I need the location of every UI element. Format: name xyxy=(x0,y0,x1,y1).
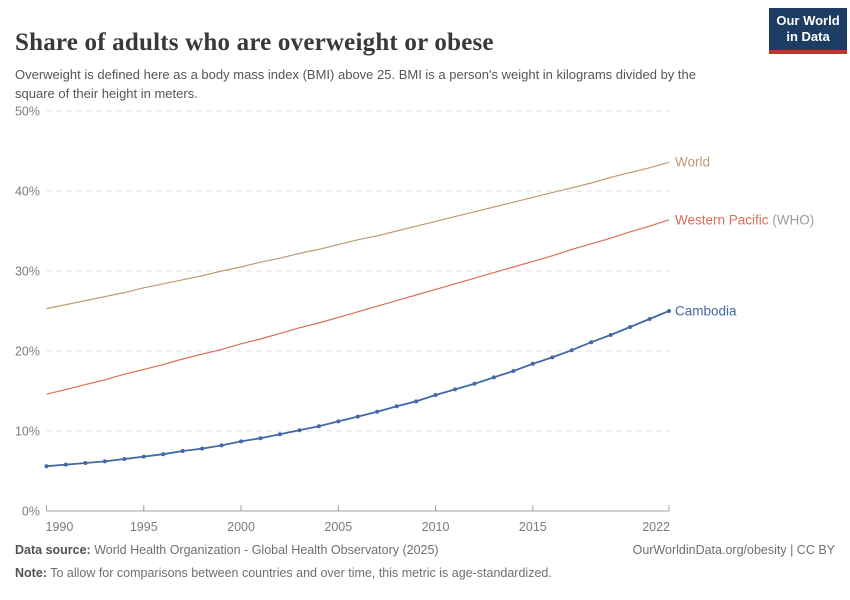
series-point xyxy=(667,309,671,313)
chart-subtitle: Overweight is defined here as a body mas… xyxy=(15,67,696,101)
series-point xyxy=(647,317,652,321)
series-point xyxy=(180,449,185,453)
series-point xyxy=(569,348,574,353)
owid-logo-line1: Our World xyxy=(776,13,840,28)
series-point xyxy=(414,399,419,404)
owid-logo-line2: in Data xyxy=(786,29,830,44)
series-point xyxy=(63,462,68,467)
series-point xyxy=(472,381,477,386)
series-point xyxy=(83,461,88,465)
license-link[interactable]: OurWorldinData.org/obesity | CC BY xyxy=(632,543,835,557)
series-line-cambodia[interactable] xyxy=(46,310,670,468)
y-axis-tick-label: 10% xyxy=(15,425,40,439)
series-point xyxy=(239,439,244,444)
data-source-label: Data source: xyxy=(15,543,91,557)
series-point xyxy=(608,333,613,337)
series-point xyxy=(161,452,166,457)
page-title: Share of adults who are overweight or ob… xyxy=(15,28,494,56)
series-label-western-pacific[interactable]: Western Pacific (WHO) xyxy=(675,212,814,227)
y-axis-tick-label: 50% xyxy=(15,105,40,119)
x-axis-tick-label: 2010 xyxy=(422,520,450,534)
series-point xyxy=(297,428,302,433)
series-point xyxy=(277,432,282,437)
x-axis-tick-label: 1990 xyxy=(46,520,74,534)
series-point xyxy=(628,325,633,329)
series-line-world[interactable] xyxy=(46,161,670,310)
series-point xyxy=(453,387,458,392)
series-point xyxy=(433,393,438,397)
series-point xyxy=(141,454,146,459)
x-axis-tick-label: 2022 xyxy=(642,520,670,534)
series-point xyxy=(511,369,516,373)
series-point xyxy=(589,340,594,345)
series-point xyxy=(122,457,127,461)
data-source-text: Data source: World Health Organization -… xyxy=(15,543,439,557)
series-point xyxy=(219,443,224,448)
series-label-world[interactable]: World xyxy=(675,155,710,170)
chart-note: Note: To allow for comparisons between c… xyxy=(15,566,552,580)
chart-footer: Data source: World Health Organization -… xyxy=(15,543,835,557)
series-point xyxy=(336,419,341,424)
y-axis-tick-label: 20% xyxy=(15,345,40,359)
series-point xyxy=(550,355,555,360)
line-chart[interactable]: 0% 10% 20% 30% 40% 50% 1990 1995 2000 2005 2010 201… xyxy=(0,97,850,545)
series-point xyxy=(530,361,535,366)
series-label-suffix: (WHO) xyxy=(769,212,815,227)
x-axis-tick-label: 2000 xyxy=(227,520,255,534)
x-axis-tick-label: 1995 xyxy=(130,520,158,534)
y-axis-tick-label: 40% xyxy=(15,185,40,199)
series-point xyxy=(491,375,496,380)
series-point xyxy=(394,404,399,409)
series-point xyxy=(316,424,321,429)
series-line-western-pacific[interactable] xyxy=(46,219,670,395)
series-point xyxy=(200,446,205,451)
series-point xyxy=(102,459,107,464)
note-label: Note: xyxy=(15,566,47,580)
series-label-cambodia[interactable]: Cambodia xyxy=(675,304,737,319)
y-axis-tick-label: 0% xyxy=(22,505,40,519)
owid-logo[interactable]: Our World in Data xyxy=(769,8,847,54)
y-axis-tick-label: 30% xyxy=(15,265,40,279)
series-point xyxy=(355,414,360,419)
x-axis-tick-label: 2015 xyxy=(519,520,547,534)
series-point xyxy=(258,436,263,441)
series-point xyxy=(44,464,49,469)
x-axis-tick-label: 2005 xyxy=(324,520,352,534)
series-point xyxy=(375,409,380,414)
